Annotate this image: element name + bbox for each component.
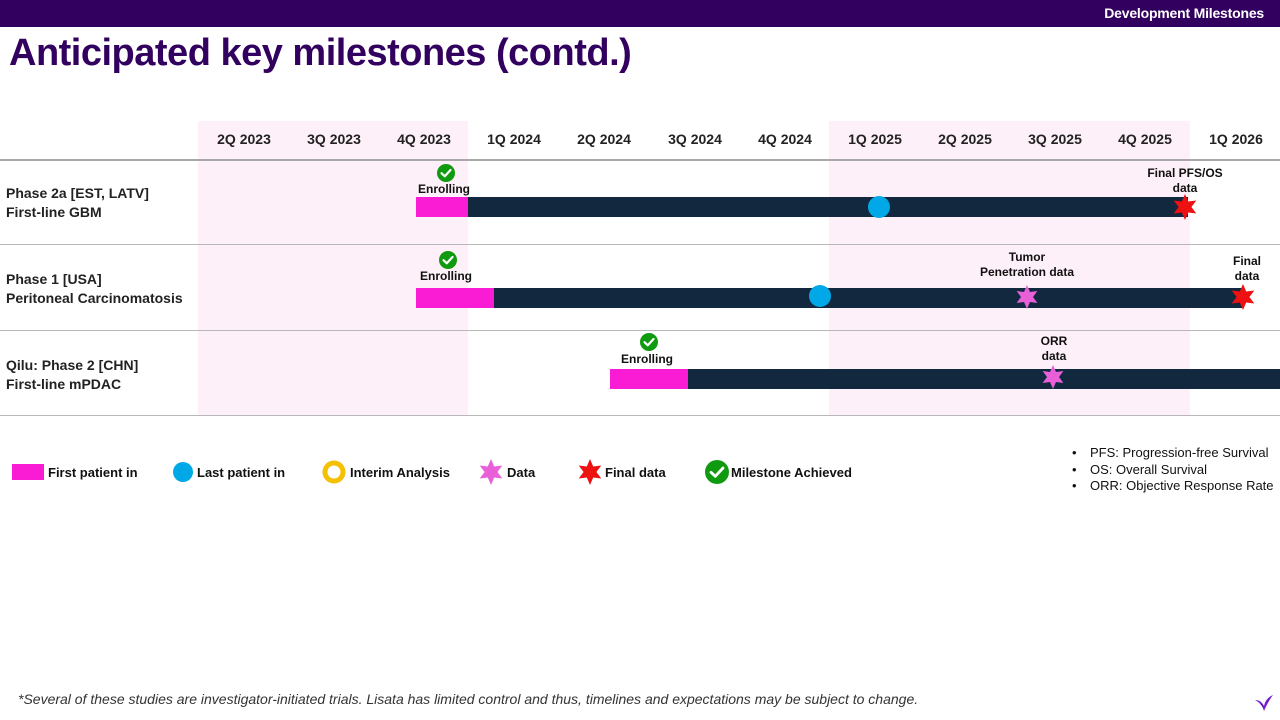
- blue-circle-icon: [173, 462, 193, 482]
- quarter-header: 1Q 2025: [848, 131, 902, 147]
- legend-label: First patient in: [48, 464, 138, 480]
- first-patient-in-bar: [610, 369, 688, 389]
- lisata-leaf-icon: [1255, 695, 1273, 711]
- legend-first-patient-in: First patient in: [12, 458, 138, 486]
- legend-last-patient-in: Last patient in: [173, 458, 285, 486]
- section-label: Development Milestones: [1104, 5, 1264, 21]
- abbreviation-text: ORR: Objective Response Rate: [1090, 478, 1274, 493]
- year-band-2023: [198, 121, 468, 416]
- data-star-icon: [1042, 365, 1064, 389]
- first-patient-in-bar: [416, 197, 468, 217]
- legend-label: Interim Analysis: [350, 464, 450, 480]
- abbreviation-item: • OS: Overall Survival: [1072, 461, 1208, 477]
- annotation-line: ORR: [1040, 334, 1068, 348]
- quarter-header: 1Q 2024: [487, 131, 541, 147]
- row-label-mpdac: Qilu: Phase 2 [CHN] First-line mPDAC: [6, 356, 138, 394]
- legend-label: Last patient in: [197, 464, 286, 480]
- quarter-header: 2Q 2024: [577, 131, 631, 147]
- abbreviation-text: OS: Overall Survival: [1090, 461, 1208, 477]
- year-band-2025: [829, 121, 1190, 416]
- data-label: Tumor Penetration data: [967, 250, 1087, 280]
- annotation-line: data: [1172, 181, 1198, 195]
- legend-label: Data: [507, 464, 536, 480]
- quarter-header: 3Q 2025: [1028, 131, 1082, 147]
- last-patient-in-marker: [809, 285, 831, 307]
- check-circle-icon: [705, 460, 729, 484]
- quarter-header: 4Q 2023: [397, 131, 451, 147]
- data-label: ORR data: [1024, 334, 1084, 364]
- abbreviation-list: • PFS: Progression-free Survival • OS: Ove…: [1072, 445, 1274, 495]
- pink-star-icon: [479, 459, 503, 485]
- final-data-label: Final PFS/OS data: [1135, 166, 1235, 196]
- annotation-line: Final: [1232, 254, 1261, 268]
- row-label-line: First-line mPDAC: [6, 376, 122, 392]
- quarter-header: 4Q 2024: [758, 131, 812, 147]
- quarter-header: 2Q 2025: [938, 131, 992, 147]
- check-circle-icon: [437, 164, 455, 182]
- annotation-line: Penetration data: [979, 265, 1075, 279]
- abbreviation-text: PFS: Progression-free Survival: [1090, 445, 1269, 460]
- first-patient-in-bar: [416, 288, 494, 308]
- row-label-peritoneal: Phase 1 [USA] Peritoneal Carcinomatosis: [6, 270, 183, 308]
- final-data-label: Final data: [1222, 254, 1272, 284]
- page-title: Anticipated key milestones (contd.): [9, 32, 632, 74]
- annotation-line: data: [1041, 349, 1067, 363]
- quarter-header: 3Q 2024: [668, 131, 722, 147]
- enrolling-label: Enrolling: [621, 352, 673, 366]
- legend-label: Final data: [605, 464, 666, 480]
- check-circle-icon: [439, 251, 457, 269]
- annotation-line: Final PFS/OS: [1147, 166, 1223, 180]
- quarter-header: 1Q 2026: [1209, 131, 1263, 147]
- legend-data: Data: [477, 458, 535, 486]
- row-divider: [0, 244, 1280, 245]
- pink-bar-swatch-icon: [12, 464, 44, 480]
- enrolling-label: Enrolling: [420, 269, 472, 283]
- quarter-header: 3Q 2023: [307, 131, 361, 147]
- row-label-line: First-line GBM: [6, 204, 102, 220]
- row-label-line: Phase 1 [USA]: [6, 271, 102, 287]
- study-period-bar: [416, 197, 1188, 217]
- row-label-gbm: Phase 2a [EST, LATV] First-line GBM: [6, 184, 149, 222]
- annotation-line: Tumor: [1008, 250, 1046, 264]
- row-label-line: Phase 2a [EST, LATV]: [6, 185, 149, 201]
- row-divider: [0, 330, 1280, 331]
- abbreviation-item: • ORR: Objective Response Rate: [1072, 478, 1274, 493]
- legend-milestone-achieved: Milestone Achieved: [705, 458, 852, 486]
- footnote: *Several of these studies are investigat…: [18, 691, 919, 707]
- final-data-star-icon: [1231, 284, 1255, 310]
- annotation-line: data: [1234, 269, 1260, 283]
- last-patient-in-marker: [868, 196, 890, 218]
- quarter-header: 4Q 2025: [1118, 131, 1172, 147]
- header-bar: Development Milestones: [0, 0, 1280, 27]
- legend-final-data: Final data: [576, 458, 666, 486]
- quarter-header: 2Q 2023: [217, 131, 271, 147]
- legend-label: Milestone Achieved: [731, 464, 852, 480]
- enrolling-label: Enrolling: [418, 182, 470, 196]
- red-star-icon: [578, 459, 602, 485]
- legend-interim-analysis: Interim Analysis: [322, 458, 450, 486]
- header-divider: [0, 159, 1280, 161]
- row-label-line: Qilu: Phase 2 [CHN]: [6, 357, 139, 373]
- study-period-bar: [610, 369, 1280, 389]
- data-star-icon: [1016, 285, 1038, 309]
- final-data-star-icon: [1173, 194, 1197, 220]
- abbreviation-item: • PFS: Progression-free Survival: [1072, 445, 1269, 460]
- check-circle-icon: [640, 333, 658, 351]
- row-divider: [0, 415, 1280, 416]
- yellow-ring-icon: [322, 460, 346, 484]
- row-label-line: Peritoneal Carcinomatosis: [6, 290, 183, 306]
